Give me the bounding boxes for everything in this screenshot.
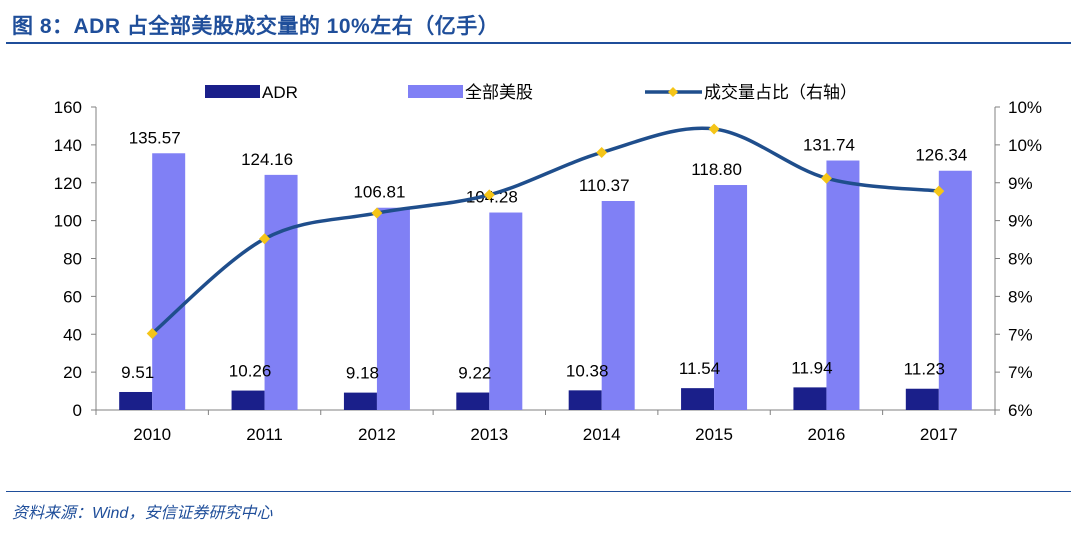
- all-us-value-label: 135.57: [129, 128, 181, 147]
- bar-labels: 9.51135.5710.26124.169.18106.819.22104.2…: [121, 128, 967, 382]
- adr-bar: [119, 391, 153, 410]
- adr-bar: [343, 392, 377, 410]
- right-tick-label: 6%: [1008, 401, 1033, 420]
- x-tick-label: 2015: [695, 425, 733, 444]
- legend-ratio-label: 成交量占比（右轴）: [704, 83, 857, 102]
- x-tick-label: 2010: [133, 425, 171, 444]
- chart-title: 图 8：ADR 占全部美股成交量的 10%左右（亿手）: [12, 15, 500, 38]
- right-tick-label: 9%: [1008, 212, 1033, 231]
- ratio-point: [483, 189, 495, 201]
- adr-bar: [905, 388, 939, 410]
- left-tick-label: 100: [54, 212, 82, 231]
- left-tick-label: 80: [63, 250, 82, 269]
- all-us-bar: [938, 170, 972, 410]
- ratio-point: [933, 185, 945, 197]
- x-tick-label: 2011: [246, 425, 283, 444]
- title-divider: [6, 42, 1071, 44]
- source-note: 资料来源：Wind，安信证券研究中心: [12, 505, 273, 522]
- adr-value-label: 9.51: [121, 363, 154, 382]
- all-us-value-label: 126.34: [915, 146, 967, 165]
- legend-adr-swatch: [205, 85, 260, 98]
- right-tick-label: 10%: [1008, 98, 1042, 117]
- x-tick-label: 2012: [358, 425, 396, 444]
- all-us-value-label: 106.81: [353, 183, 405, 202]
- adr-bar: [793, 387, 827, 410]
- x-tick-label: 2014: [583, 425, 621, 444]
- right-tick-label: 9%: [1008, 174, 1033, 193]
- ratio-line-series: [146, 123, 945, 339]
- ratio-point: [820, 172, 832, 184]
- right-tick-label: 10%: [1008, 136, 1042, 155]
- left-tick-label: 120: [54, 174, 82, 193]
- adr-value-label: 10.26: [229, 362, 272, 381]
- left-tick-label: 140: [54, 136, 82, 155]
- adr-value-label: 11.23: [904, 360, 945, 379]
- adr-bar: [681, 388, 715, 410]
- adr-value-label: 11.54: [679, 359, 720, 378]
- ratio-point: [146, 327, 158, 339]
- all-us-bar: [152, 153, 186, 410]
- adr-value-label: 10.38: [566, 361, 609, 380]
- legend-adr-label: ADR: [262, 83, 298, 102]
- left-tick-label: 0: [73, 401, 82, 420]
- adr-bar: [456, 392, 490, 410]
- adr-bar: [231, 390, 265, 410]
- all-us-bar: [601, 200, 635, 410]
- left-tick-label: 40: [63, 325, 82, 344]
- left-tick-label: 20: [63, 363, 82, 382]
- all-us-value-label: 110.37: [579, 176, 630, 195]
- legend: ADR 全部美股 成交量占比（右轴）: [205, 83, 857, 102]
- adr-bar: [568, 390, 602, 410]
- bars: [119, 153, 972, 410]
- right-tick-label: 7%: [1008, 325, 1033, 344]
- legend-all-us-swatch: [408, 85, 463, 98]
- right-tick-label: 8%: [1008, 250, 1033, 269]
- ratio-point: [708, 123, 720, 135]
- ratio-point: [596, 146, 608, 158]
- adr-value-label: 9.18: [346, 364, 379, 383]
- all-us-bar: [376, 207, 410, 410]
- x-tick-label: 2016: [808, 425, 846, 444]
- ratio-point: [371, 207, 383, 219]
- right-tick-label: 7%: [1008, 363, 1033, 382]
- all-us-value-label: 131.74: [803, 136, 855, 155]
- x-tick-label: 2013: [470, 425, 508, 444]
- all-us-value-label: 124.16: [241, 150, 293, 169]
- adr-value-label: 9.22: [458, 364, 491, 383]
- left-tick-label: 60: [63, 287, 82, 306]
- all-us-value-label: 118.80: [691, 160, 742, 179]
- left-tick-label: 160: [54, 98, 82, 117]
- ratio-point: [259, 233, 271, 245]
- axes: 0 20 40 60 80 100 120 140 160 6% 7% 7% 8% 8% 9% 9% 10% 10…: [54, 98, 1042, 444]
- source-divider: [6, 491, 1071, 492]
- right-tick-label: 8%: [1008, 287, 1033, 306]
- all-us-bar: [714, 185, 748, 410]
- all-us-bar: [826, 160, 860, 410]
- all-us-bar: [264, 174, 298, 410]
- legend-ratio-marker: [668, 87, 678, 97]
- adr-value-label: 11.94: [791, 358, 832, 377]
- all-us-bar: [489, 212, 523, 410]
- x-tick-label: 2017: [920, 425, 958, 444]
- legend-all-us-label: 全部美股: [465, 83, 533, 102]
